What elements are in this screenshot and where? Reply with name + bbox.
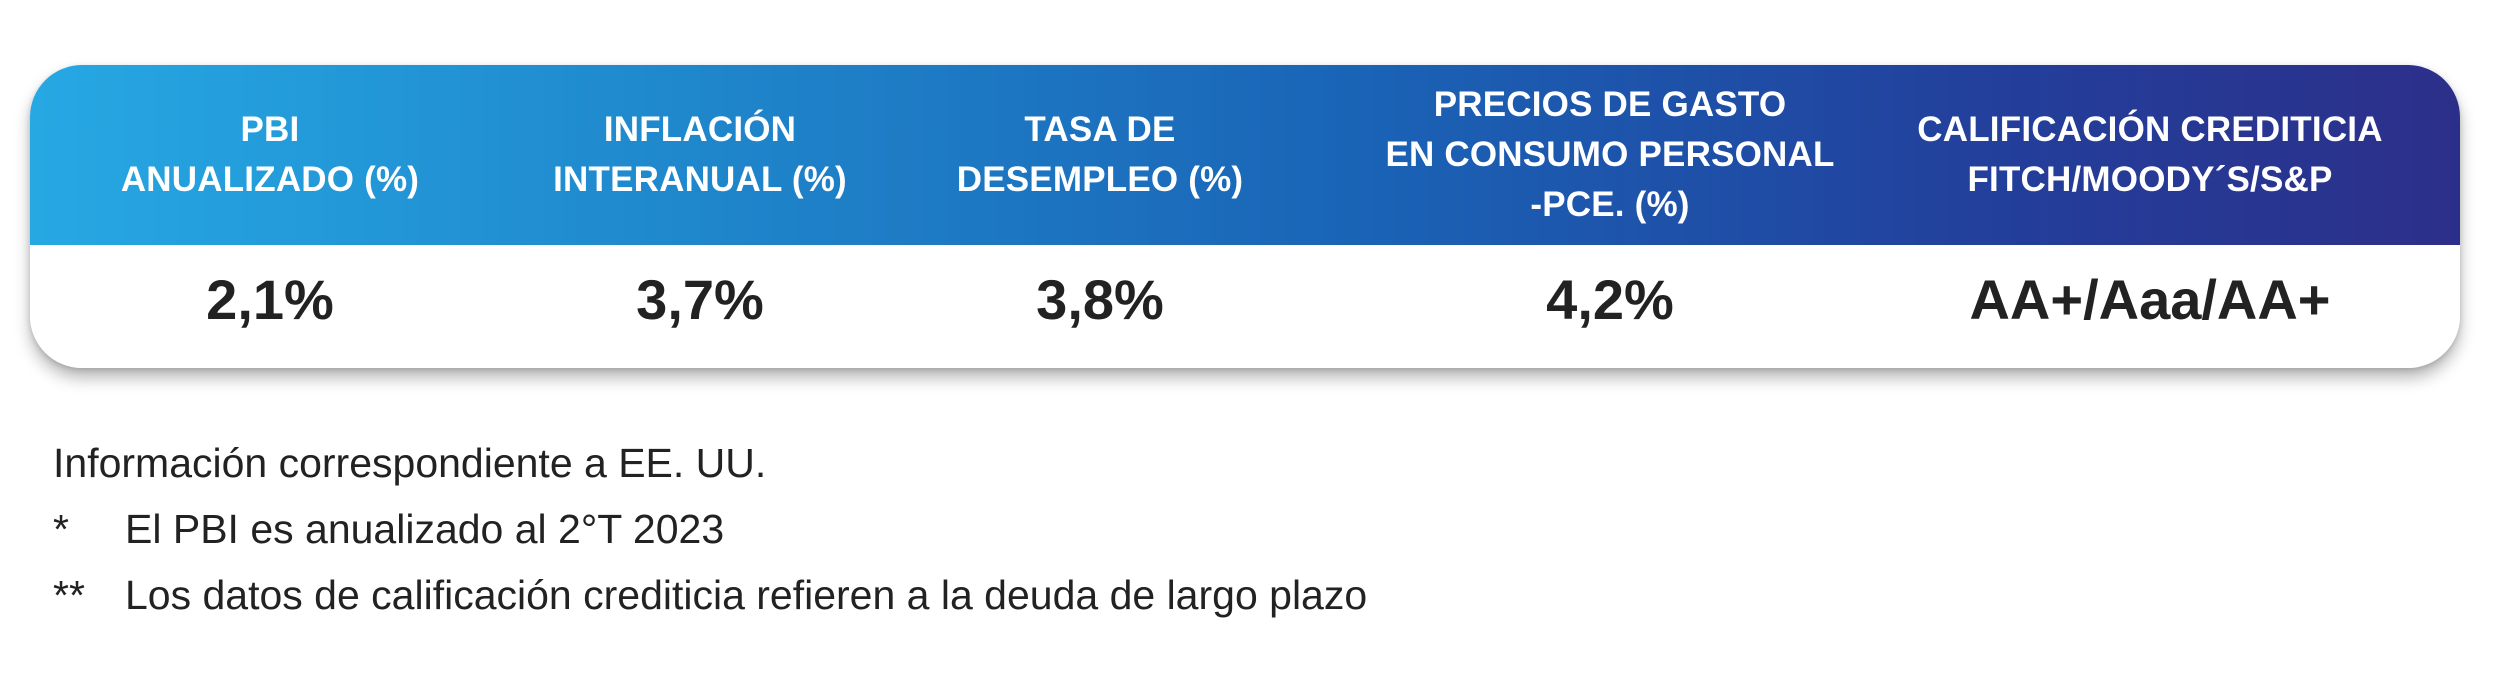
value-inflacion: 3,7% <box>636 267 764 331</box>
header-pce: PRECIOS DE GASTO EN CONSUMO PERSONAL -PC… <box>1320 65 1900 245</box>
source-note: Información correspondiente a EE. UU. <box>53 440 767 486</box>
header-inflacion: INFLACIÓN INTERANUAL (%) <box>490 65 910 245</box>
footnote-2-mark: ** <box>53 572 85 618</box>
footnote-2-text: Los datos de calificación crediticia ref… <box>125 572 1368 618</box>
value-calificacion: AA+/Aaa/AA+ <box>1969 267 2331 331</box>
header-desempleo-label: TASA DE DESEMPLEO (%) <box>956 110 1244 199</box>
header-pbi: PBI ANUALIZADO (%) <box>90 65 450 245</box>
footnote-1-mark: * <box>53 506 69 552</box>
footnote-1-text: El PBI es anualizado al 2°T 2023 <box>125 506 725 552</box>
value-pbi: 2,1% <box>206 267 334 331</box>
value-desempleo: 3,8% <box>1036 267 1164 331</box>
indicators-table: PBI ANUALIZADO (%) INFLACIÓN INTERANUAL … <box>30 65 2460 368</box>
value-pce: 4,2% <box>1546 267 1674 331</box>
header-inflacion-label: INFLACIÓN INTERANUAL (%) <box>553 110 847 199</box>
footnote-1: * El PBI es anualizado al 2°T 2023 <box>53 506 724 553</box>
table-header: PBI ANUALIZADO (%) INFLACIÓN INTERANUAL … <box>30 65 2460 245</box>
header-pce-label: PRECIOS DE GASTO EN CONSUMO PERSONAL -PC… <box>1385 85 1835 224</box>
header-desempleo: TASA DE DESEMPLEO (%) <box>890 65 1310 245</box>
header-calificacion-label: CALIFICACIÓN CREDITICIA FITCH/MOODY´S/S&… <box>1917 110 2383 199</box>
table-values-row: 2,1% 3,7% 3,8% 4,2% AA+/Aaa/AA+ <box>30 245 2460 368</box>
header-pbi-label: PBI ANUALIZADO (%) <box>120 110 420 199</box>
footnote-2: ** Los datos de calificación crediticia r… <box>53 572 1367 619</box>
header-calificacion: CALIFICACIÓN CREDITICIA FITCH/MOODY´S/S&… <box>1870 65 2430 245</box>
